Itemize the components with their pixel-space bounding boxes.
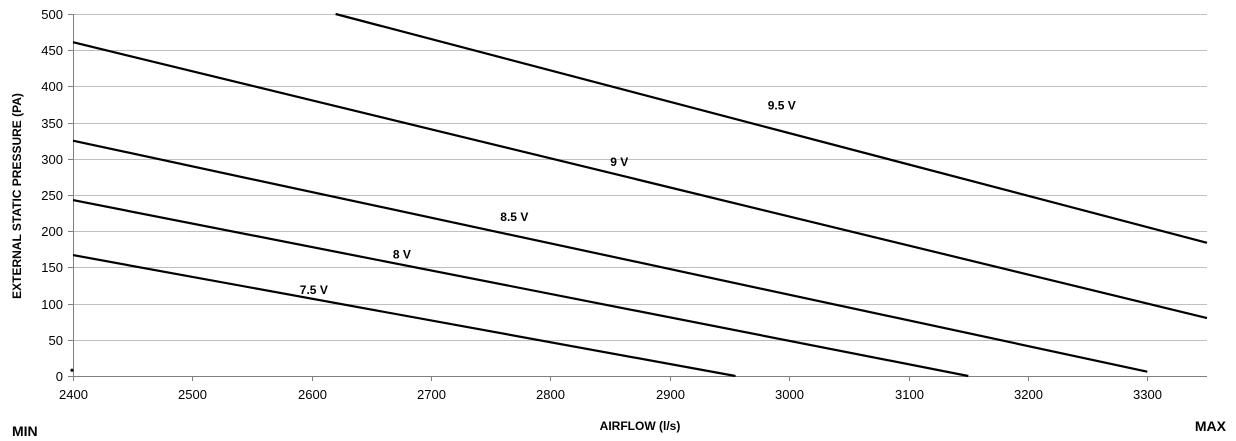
series-label-3: 8.5 V <box>500 210 528 224</box>
series-label-1: 7.5 V <box>300 283 328 297</box>
y-tick-label-350: 350 <box>41 116 63 131</box>
x-axis-title: AIRFLOW (l/s) <box>600 419 681 433</box>
series-line-4 <box>72 41 1208 320</box>
y-tick-label-250: 250 <box>41 188 63 203</box>
gridlines <box>73 14 1207 341</box>
series-label-4: 9 V <box>610 155 628 169</box>
y-tick-label-300: 300 <box>41 152 63 167</box>
y-tick-label-100: 100 <box>41 297 63 312</box>
x-tick-label-2700: 2700 <box>417 387 446 402</box>
x-tick-label-2900: 2900 <box>656 387 685 402</box>
x-tick-label-3100: 3100 <box>895 387 924 402</box>
y-tick-label-150: 150 <box>41 260 63 275</box>
series-labels: 7.5 V 8 V 8.5 V 9 V 9.5 V <box>300 99 796 298</box>
max-label: MAX <box>1195 418 1227 434</box>
y-tick-label-400: 400 <box>41 79 63 94</box>
series-line-3 <box>72 139 1148 373</box>
x-tick-label-2500: 2500 <box>178 387 207 402</box>
min-label: MIN <box>12 423 38 439</box>
y-axis-title: EXTERNAL STATIC PRESSURE (PA) <box>10 93 24 299</box>
x-tick-label-2600: 2600 <box>298 387 327 402</box>
x-tick-label-3000: 3000 <box>775 387 804 402</box>
axes <box>68 14 1207 381</box>
series-line-1 <box>72 254 736 378</box>
tick-labels: 0 50 100 150 200 250 300 350 400 450 500 2400 2500 26… <box>41 7 1162 402</box>
series-line-2 <box>72 199 969 378</box>
y-tick-label-50: 50 <box>49 333 63 348</box>
x-tick-label-2800: 2800 <box>536 387 565 402</box>
series-line-5 <box>335 12 1208 244</box>
y-tick-label-450: 450 <box>41 43 63 58</box>
origin-marker <box>70 368 74 372</box>
y-tick-label-500: 500 <box>41 7 63 22</box>
series-label-2: 8 V <box>393 248 411 262</box>
x-tick-label-3300: 3300 <box>1133 387 1162 402</box>
y-tick-label-0: 0 <box>56 369 63 384</box>
x-tick-label-2400: 2400 <box>59 387 88 402</box>
x-tick-label-3200: 3200 <box>1014 387 1043 402</box>
series-lines <box>70 12 1208 378</box>
y-tick-label-200: 200 <box>41 224 63 239</box>
series-label-5: 9.5 V <box>768 99 796 113</box>
